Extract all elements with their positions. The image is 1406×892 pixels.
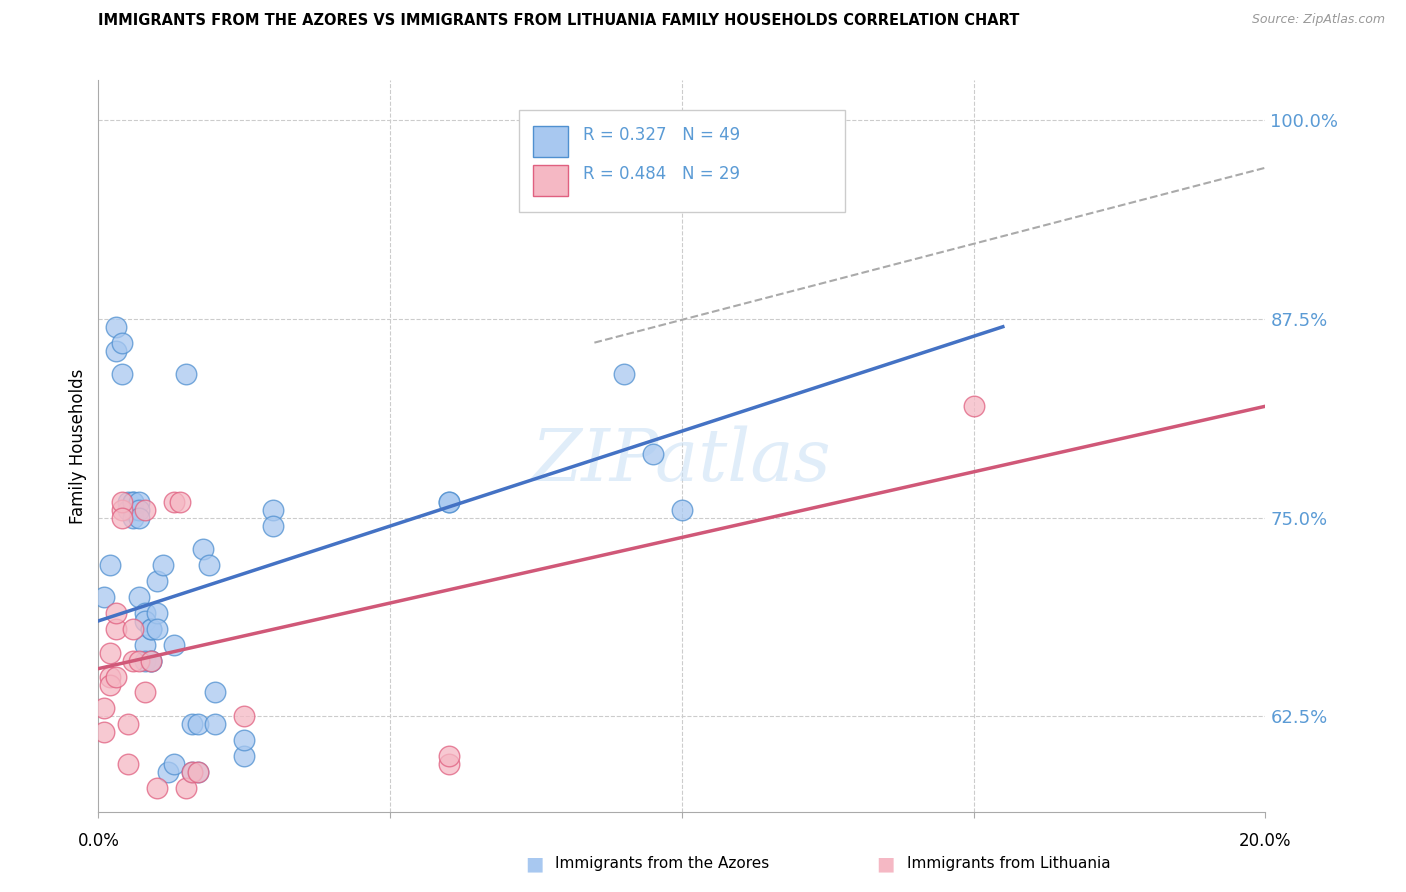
Point bbox=[139, 654, 162, 668]
Point bbox=[152, 558, 174, 573]
Point bbox=[139, 622, 162, 636]
Point bbox=[146, 780, 169, 795]
Point bbox=[163, 638, 186, 652]
Point bbox=[104, 669, 127, 683]
Point bbox=[98, 646, 121, 660]
Text: Immigrants from Lithuania: Immigrants from Lithuania bbox=[907, 856, 1111, 871]
Point bbox=[117, 502, 139, 516]
Point bbox=[104, 343, 127, 358]
Point bbox=[962, 399, 984, 413]
Point bbox=[134, 606, 156, 620]
Point bbox=[163, 494, 186, 508]
Point bbox=[117, 757, 139, 772]
Point bbox=[98, 558, 121, 573]
Text: Immigrants from the Azores: Immigrants from the Azores bbox=[555, 856, 769, 871]
Point bbox=[437, 494, 460, 508]
Point bbox=[134, 638, 156, 652]
Point bbox=[128, 654, 150, 668]
Point bbox=[98, 677, 121, 691]
Text: ■: ■ bbox=[524, 854, 544, 873]
Point bbox=[233, 733, 256, 747]
Point bbox=[122, 654, 145, 668]
Point bbox=[128, 590, 150, 604]
Point bbox=[134, 502, 156, 516]
Point bbox=[93, 590, 115, 604]
Point bbox=[134, 614, 156, 628]
Point bbox=[122, 622, 145, 636]
Point bbox=[187, 764, 209, 779]
Point bbox=[98, 669, 121, 683]
Point bbox=[204, 717, 226, 731]
Point bbox=[111, 494, 134, 508]
Point bbox=[117, 494, 139, 508]
Point bbox=[146, 622, 169, 636]
Point bbox=[128, 510, 150, 524]
Point bbox=[671, 502, 693, 516]
Point bbox=[122, 494, 145, 508]
Point bbox=[128, 502, 150, 516]
Point bbox=[134, 654, 156, 668]
Point bbox=[437, 757, 460, 772]
Point bbox=[193, 542, 215, 557]
FancyBboxPatch shape bbox=[533, 127, 568, 157]
Point bbox=[122, 502, 145, 516]
Point bbox=[180, 764, 202, 779]
Point bbox=[174, 780, 197, 795]
Text: 20.0%: 20.0% bbox=[1239, 832, 1292, 850]
Point bbox=[122, 510, 145, 524]
FancyBboxPatch shape bbox=[519, 110, 845, 212]
Point bbox=[93, 725, 115, 739]
Point bbox=[187, 717, 209, 731]
Text: R = 0.327   N = 49: R = 0.327 N = 49 bbox=[582, 126, 740, 145]
Point bbox=[157, 764, 180, 779]
Point bbox=[163, 757, 186, 772]
Point bbox=[437, 749, 460, 764]
Point bbox=[204, 685, 226, 699]
Point bbox=[104, 319, 127, 334]
Point bbox=[111, 368, 134, 382]
Y-axis label: Family Households: Family Households bbox=[69, 368, 87, 524]
Point bbox=[262, 518, 284, 533]
Point bbox=[180, 717, 202, 731]
Point bbox=[104, 622, 127, 636]
Point bbox=[233, 749, 256, 764]
Text: 0.0%: 0.0% bbox=[77, 832, 120, 850]
Point bbox=[139, 622, 162, 636]
Point bbox=[198, 558, 221, 573]
Point bbox=[169, 494, 191, 508]
Point bbox=[111, 510, 134, 524]
Point bbox=[128, 494, 150, 508]
Point bbox=[139, 654, 162, 668]
Point bbox=[93, 701, 115, 715]
Text: ZIPatlas: ZIPatlas bbox=[531, 425, 832, 496]
Point bbox=[612, 368, 634, 382]
FancyBboxPatch shape bbox=[533, 165, 568, 196]
Point bbox=[641, 447, 664, 461]
Point bbox=[233, 709, 256, 723]
Point bbox=[111, 502, 134, 516]
Text: Source: ZipAtlas.com: Source: ZipAtlas.com bbox=[1251, 13, 1385, 27]
Point bbox=[262, 502, 284, 516]
Point bbox=[174, 368, 197, 382]
Point bbox=[117, 717, 139, 731]
Point bbox=[122, 494, 145, 508]
Point bbox=[111, 335, 134, 350]
Point bbox=[146, 574, 169, 589]
Text: IMMIGRANTS FROM THE AZORES VS IMMIGRANTS FROM LITHUANIA FAMILY HOUSEHOLDS CORREL: IMMIGRANTS FROM THE AZORES VS IMMIGRANTS… bbox=[98, 13, 1019, 29]
Point bbox=[146, 606, 169, 620]
Point bbox=[187, 764, 209, 779]
Point bbox=[437, 494, 460, 508]
Point bbox=[139, 654, 162, 668]
Point bbox=[134, 685, 156, 699]
Point bbox=[180, 764, 202, 779]
Text: ■: ■ bbox=[876, 854, 896, 873]
Text: R = 0.484   N = 29: R = 0.484 N = 29 bbox=[582, 165, 740, 183]
Point bbox=[104, 606, 127, 620]
